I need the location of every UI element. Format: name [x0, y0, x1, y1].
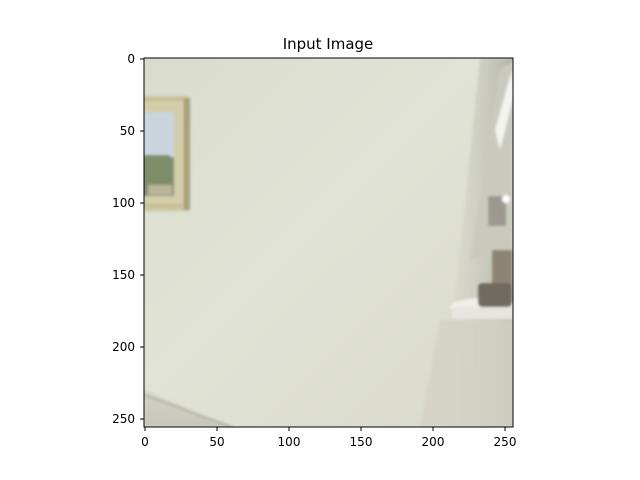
x-tick-label: 200 [422, 435, 445, 449]
y-tick-label: 150 [112, 268, 135, 282]
x-tick-label: 150 [350, 435, 373, 449]
y-tick-label: 50 [120, 124, 135, 138]
x-tick-label: 100 [278, 435, 301, 449]
x-tick-label: 50 [209, 435, 224, 449]
input-image [144, 58, 513, 427]
axes-frame [143, 57, 514, 428]
y-tick-label: 100 [112, 196, 135, 210]
y-tick-label: 0 [127, 52, 135, 66]
figure-title: Input Image [283, 35, 374, 53]
x-tick-label: 250 [494, 435, 517, 449]
y-axis: 0 50 100 150 200 250 [112, 52, 144, 426]
y-tick-label: 250 [112, 412, 135, 426]
x-tick-label: 0 [141, 435, 149, 449]
x-axis: 0 50 100 150 200 250 [141, 427, 516, 449]
y-tick-label: 200 [112, 340, 135, 354]
